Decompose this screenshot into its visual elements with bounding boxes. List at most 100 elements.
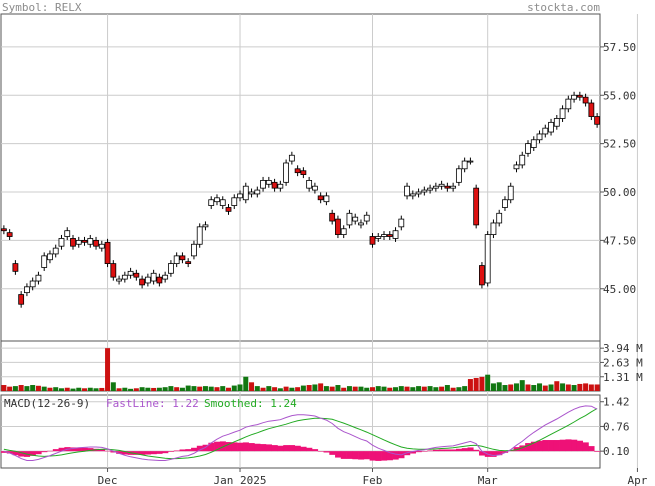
- candle-body: [559, 108, 566, 119]
- volume-bar: [295, 387, 301, 391]
- candle-body: [392, 230, 399, 239]
- volume-bar: [433, 387, 439, 391]
- volume-bar: [421, 386, 427, 391]
- macd-histogram-bar: [525, 443, 532, 452]
- macd-histogram-bar: [185, 449, 192, 452]
- candle-body: [461, 160, 468, 170]
- macd-histogram-bar: [571, 439, 578, 452]
- candle-body: [594, 116, 601, 125]
- candle-body: [519, 154, 526, 166]
- macd-histogram-bar: [548, 440, 555, 452]
- volume-bar: [99, 387, 105, 391]
- macd-histogram-bar: [58, 447, 65, 452]
- candle-body: [404, 185, 410, 197]
- candle-body: [29, 280, 36, 288]
- candle-body: [288, 154, 295, 162]
- candle-body: [18, 294, 25, 305]
- price-tick-label: 45.00: [603, 283, 636, 296]
- volume-bar: [393, 387, 399, 391]
- macd-histogram-bar: [271, 445, 278, 452]
- volume-bar: [174, 387, 180, 391]
- volume-bar: [162, 387, 168, 391]
- volume-bar: [479, 376, 485, 391]
- macd-histogram-bar: [467, 447, 474, 452]
- volume-bar: [24, 386, 30, 391]
- volume-bar: [156, 387, 162, 391]
- volume-bar: [260, 387, 266, 391]
- volume-bar: [508, 384, 514, 391]
- volume-bar: [381, 386, 387, 391]
- macd-histogram-bar: [219, 441, 226, 452]
- macd-histogram-bar: [87, 448, 94, 452]
- macd-histogram-bar: [582, 442, 589, 452]
- volume-bar: [329, 386, 335, 391]
- volume-bar: [30, 385, 36, 391]
- macd-histogram-bar: [594, 451, 601, 452]
- volume-bar: [450, 387, 456, 391]
- macd-histogram-bar: [12, 451, 19, 456]
- volume-bar: [312, 384, 318, 391]
- volume-bar: [467, 379, 473, 391]
- candle-body: [542, 127, 549, 135]
- candle-body: [398, 218, 405, 228]
- volume-bar: [76, 387, 82, 391]
- volume-bar: [254, 386, 260, 391]
- volume-bar: [318, 383, 324, 391]
- candle-body: [248, 191, 255, 195]
- volume-bar: [496, 382, 502, 391]
- macd-histogram-bar: [104, 450, 111, 452]
- x-axis-label: Jan 2025: [214, 474, 267, 486]
- macd-histogram-bar: [35, 451, 42, 455]
- candle-body: [173, 255, 180, 265]
- candle-body: [548, 121, 554, 133]
- candle-body: [260, 180, 266, 189]
- macd-histogram-bar: [70, 447, 77, 452]
- macd-fast-line: [3, 405, 598, 461]
- volume-bar: [128, 388, 134, 391]
- candle-body: [254, 189, 261, 195]
- volume-bar: [519, 380, 525, 391]
- volume-bar: [375, 386, 381, 391]
- candle-body: [450, 185, 457, 189]
- macd-histogram-bar: [196, 445, 203, 452]
- candle-body: [168, 263, 174, 274]
- candle-body: [162, 274, 169, 280]
- volume-bar: [122, 387, 128, 391]
- candle-body: [0, 228, 7, 232]
- volume-bar: [151, 387, 157, 391]
- macd-histogram-bar: [502, 451, 509, 453]
- candle-body: [530, 139, 537, 148]
- candle-body: [571, 94, 577, 100]
- macd-histogram-bar: [306, 447, 313, 452]
- macd-histogram-bar: [450, 449, 457, 452]
- candle-body: [479, 265, 485, 286]
- volume-bar: [462, 386, 468, 391]
- macd-histogram-bar: [346, 451, 353, 459]
- macd-histogram-bar: [375, 451, 382, 461]
- volume-bar: [289, 387, 295, 391]
- volume-bar: [93, 388, 99, 391]
- volume-bar: [531, 385, 537, 391]
- macd-histogram-bar: [335, 451, 342, 458]
- candle-body: [323, 195, 330, 203]
- candle-body: [277, 183, 284, 189]
- macd-histogram-bar: [144, 451, 152, 455]
- candle-body: [12, 263, 19, 272]
- candle-body: [98, 243, 105, 249]
- macd-histogram-bar: [312, 449, 319, 452]
- candle-body: [237, 193, 243, 199]
- candle-body: [242, 185, 249, 201]
- volume-bar: [266, 386, 272, 391]
- candle-body: [179, 255, 186, 261]
- volume-bar: [1, 385, 7, 391]
- volume-bar: [444, 385, 450, 391]
- macd-histogram-bar: [329, 451, 336, 455]
- candle-body: [496, 212, 503, 224]
- macd-histogram-bar: [369, 451, 376, 461]
- candle-body: [75, 239, 82, 245]
- candle-body: [231, 197, 238, 206]
- candle-body: [271, 181, 278, 189]
- volume-bar: [185, 385, 191, 391]
- volume-bar: [588, 384, 594, 391]
- macd-tick-label: 0.76: [603, 420, 630, 433]
